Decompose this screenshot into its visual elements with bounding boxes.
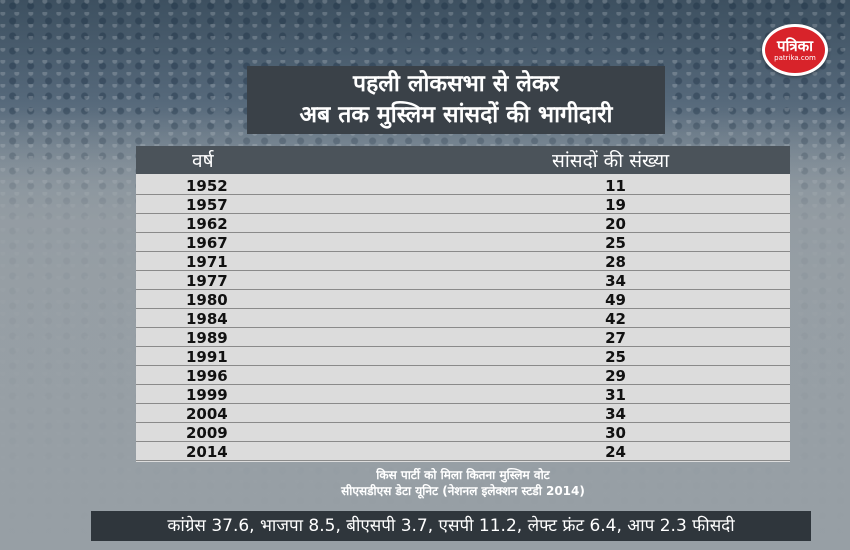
- year-cell: 1971: [186, 253, 228, 271]
- table-row: 1989 27: [136, 328, 790, 347]
- mp-count-cell: 25: [605, 348, 626, 366]
- table-header: वर्ष सांसदों की संख्या: [136, 146, 790, 174]
- table-row: 1952 11: [136, 176, 790, 195]
- year-cell: 1996: [186, 367, 228, 385]
- table-row: 1967 25: [136, 233, 790, 252]
- mp-count-cell: 34: [605, 272, 626, 290]
- table-row: 2009 30: [136, 423, 790, 442]
- mp-count-cell: 11: [605, 177, 626, 195]
- year-cell: 1989: [186, 329, 228, 347]
- title-line-2: अब तक मुस्लिम सांसदों की भागीदारी: [299, 102, 613, 128]
- source-note: किस पार्टी को मिला कितना मुस्लिम वोट सीए…: [136, 467, 790, 499]
- title-box: पहली लोकसभा से लेकर अब तक मुस्लिम सांसदो…: [247, 66, 665, 134]
- mp-count-cell: 42: [605, 310, 626, 328]
- year-cell: 2004: [186, 405, 228, 423]
- year-cell: 2014: [186, 443, 228, 461]
- header-mp-count: सांसदों की संख्या: [552, 150, 670, 172]
- table-row: 2014 24: [136, 442, 790, 461]
- mp-count-cell: 31: [605, 386, 626, 404]
- mp-count-cell: 20: [605, 215, 626, 233]
- mp-count-cell: 19: [605, 196, 626, 214]
- table-row: 1980 49: [136, 290, 790, 309]
- logo-domain: patrika.com: [774, 54, 816, 62]
- year-cell: 2009: [186, 424, 228, 442]
- header-year: वर्ष: [192, 150, 214, 172]
- table-row: 2004 34: [136, 404, 790, 423]
- title-line-1: पहली लोकसभा से लेकर: [353, 71, 559, 97]
- year-cell: 1962: [186, 215, 228, 233]
- table-row: 1999 31: [136, 385, 790, 404]
- mp-count-cell: 49: [605, 291, 626, 309]
- table-row: 1984 42: [136, 309, 790, 328]
- year-cell: 1967: [186, 234, 228, 252]
- note-line-1: किस पार्टी को मिला कितना मुस्लिम वोट: [376, 468, 550, 482]
- table-row: 1977 34: [136, 271, 790, 290]
- vote-share-footer: कांग्रेस 37.6, भाजपा 8.5, बीएसपी 3.7, एस…: [91, 511, 811, 541]
- table-row: 1991 25: [136, 347, 790, 366]
- mp-count-cell: 28: [605, 253, 626, 271]
- table-row: 1996 29: [136, 366, 790, 385]
- year-cell: 1952: [186, 177, 228, 195]
- year-cell: 1999: [186, 386, 228, 404]
- mp-count-cell: 25: [605, 234, 626, 252]
- mp-count-cell: 30: [605, 424, 626, 442]
- table-row: 1957 19: [136, 195, 790, 214]
- logo-name: पत्रिका: [776, 37, 814, 55]
- mp-count-cell: 34: [605, 405, 626, 423]
- table-row: 1971 28: [136, 252, 790, 271]
- mp-count-cell: 24: [605, 443, 626, 461]
- year-cell: 1980: [186, 291, 228, 309]
- patrika-logo: पत्रिका patrika.com: [762, 24, 828, 76]
- note-line-2: सीएसडीएस डेटा यूनिट (नेशनल इलेक्शन स्टडी…: [341, 484, 585, 498]
- year-cell: 1957: [186, 196, 228, 214]
- mp-count-cell: 29: [605, 367, 626, 385]
- year-cell: 1991: [186, 348, 228, 366]
- table-row: 1962 20: [136, 214, 790, 233]
- year-cell: 1977: [186, 272, 228, 290]
- mp-table: 1952 11 1957 19 1962 20 1967 25 1971 28 1977 34 1980…: [136, 174, 790, 462]
- mp-count-cell: 27: [605, 329, 626, 347]
- year-cell: 1984: [186, 310, 228, 328]
